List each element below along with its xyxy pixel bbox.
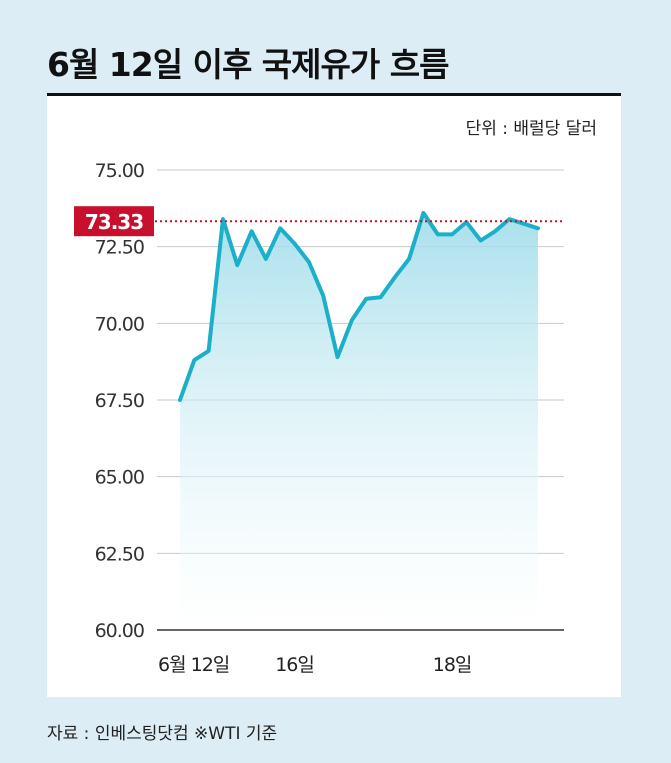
title-divider <box>47 93 621 96</box>
price-line <box>178 210 540 402</box>
y-tick-label: 70.00 <box>95 313 144 335</box>
source-note: 자료 : 인베스팅닷컴 ※WTI 기준 <box>47 724 278 744</box>
y-tick-label: 65.00 <box>95 467 144 489</box>
unit-label: 단위 : 배럴당 달러 <box>465 119 597 139</box>
y-tick-label: 72.50 <box>95 237 144 259</box>
y-tick-label: 60.00 <box>95 620 144 642</box>
y-tick-label: 75.00 <box>95 160 144 182</box>
x-tick-label: 6월 12일 <box>158 654 229 676</box>
reference-label: 73.33 <box>85 210 143 234</box>
y-tick-label: 62.50 <box>95 543 144 565</box>
x-tick-label: 18일 <box>433 654 472 676</box>
x-axis-ticks: 6월 12일 16일 18일 <box>158 654 472 676</box>
chart-title: 6월 12일 이후 국제유가 흐름 <box>47 45 449 84</box>
y-tick-label: 67.50 <box>95 390 144 412</box>
price-area <box>180 212 538 630</box>
reference-line-group: 73.33 <box>74 206 564 237</box>
y-axis-ticks: 60.00 62.50 65.00 67.50 70.00 72.50 75.00 <box>95 160 145 642</box>
reference-label-box <box>74 206 154 237</box>
x-tick-label: 16일 <box>275 654 314 676</box>
